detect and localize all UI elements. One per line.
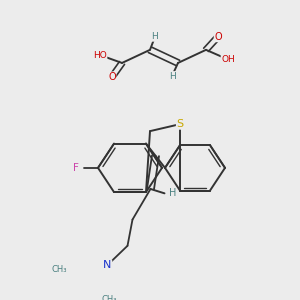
Text: H: H [152, 32, 158, 41]
Text: CH₃: CH₃ [52, 265, 68, 274]
Text: F: F [73, 163, 79, 173]
Text: CH₃: CH₃ [102, 296, 117, 300]
Text: N: N [103, 260, 112, 270]
Text: S: S [176, 119, 184, 129]
Text: H: H [169, 188, 176, 198]
Text: O: O [108, 72, 116, 82]
Text: OH: OH [221, 55, 235, 64]
Text: O: O [214, 32, 222, 42]
Text: HO: HO [93, 51, 107, 60]
Text: H: H [169, 72, 176, 81]
